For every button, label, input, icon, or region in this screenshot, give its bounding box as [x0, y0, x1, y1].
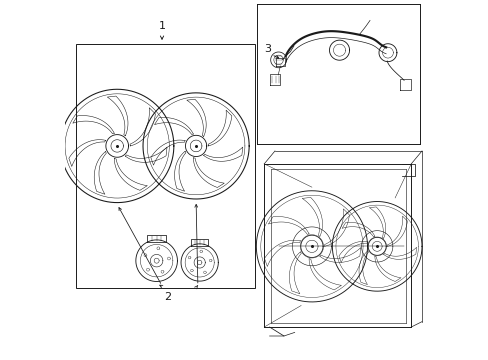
Text: 3: 3 — [264, 44, 271, 54]
Text: 2: 2 — [163, 292, 171, 302]
Text: 1: 1 — [158, 21, 165, 31]
